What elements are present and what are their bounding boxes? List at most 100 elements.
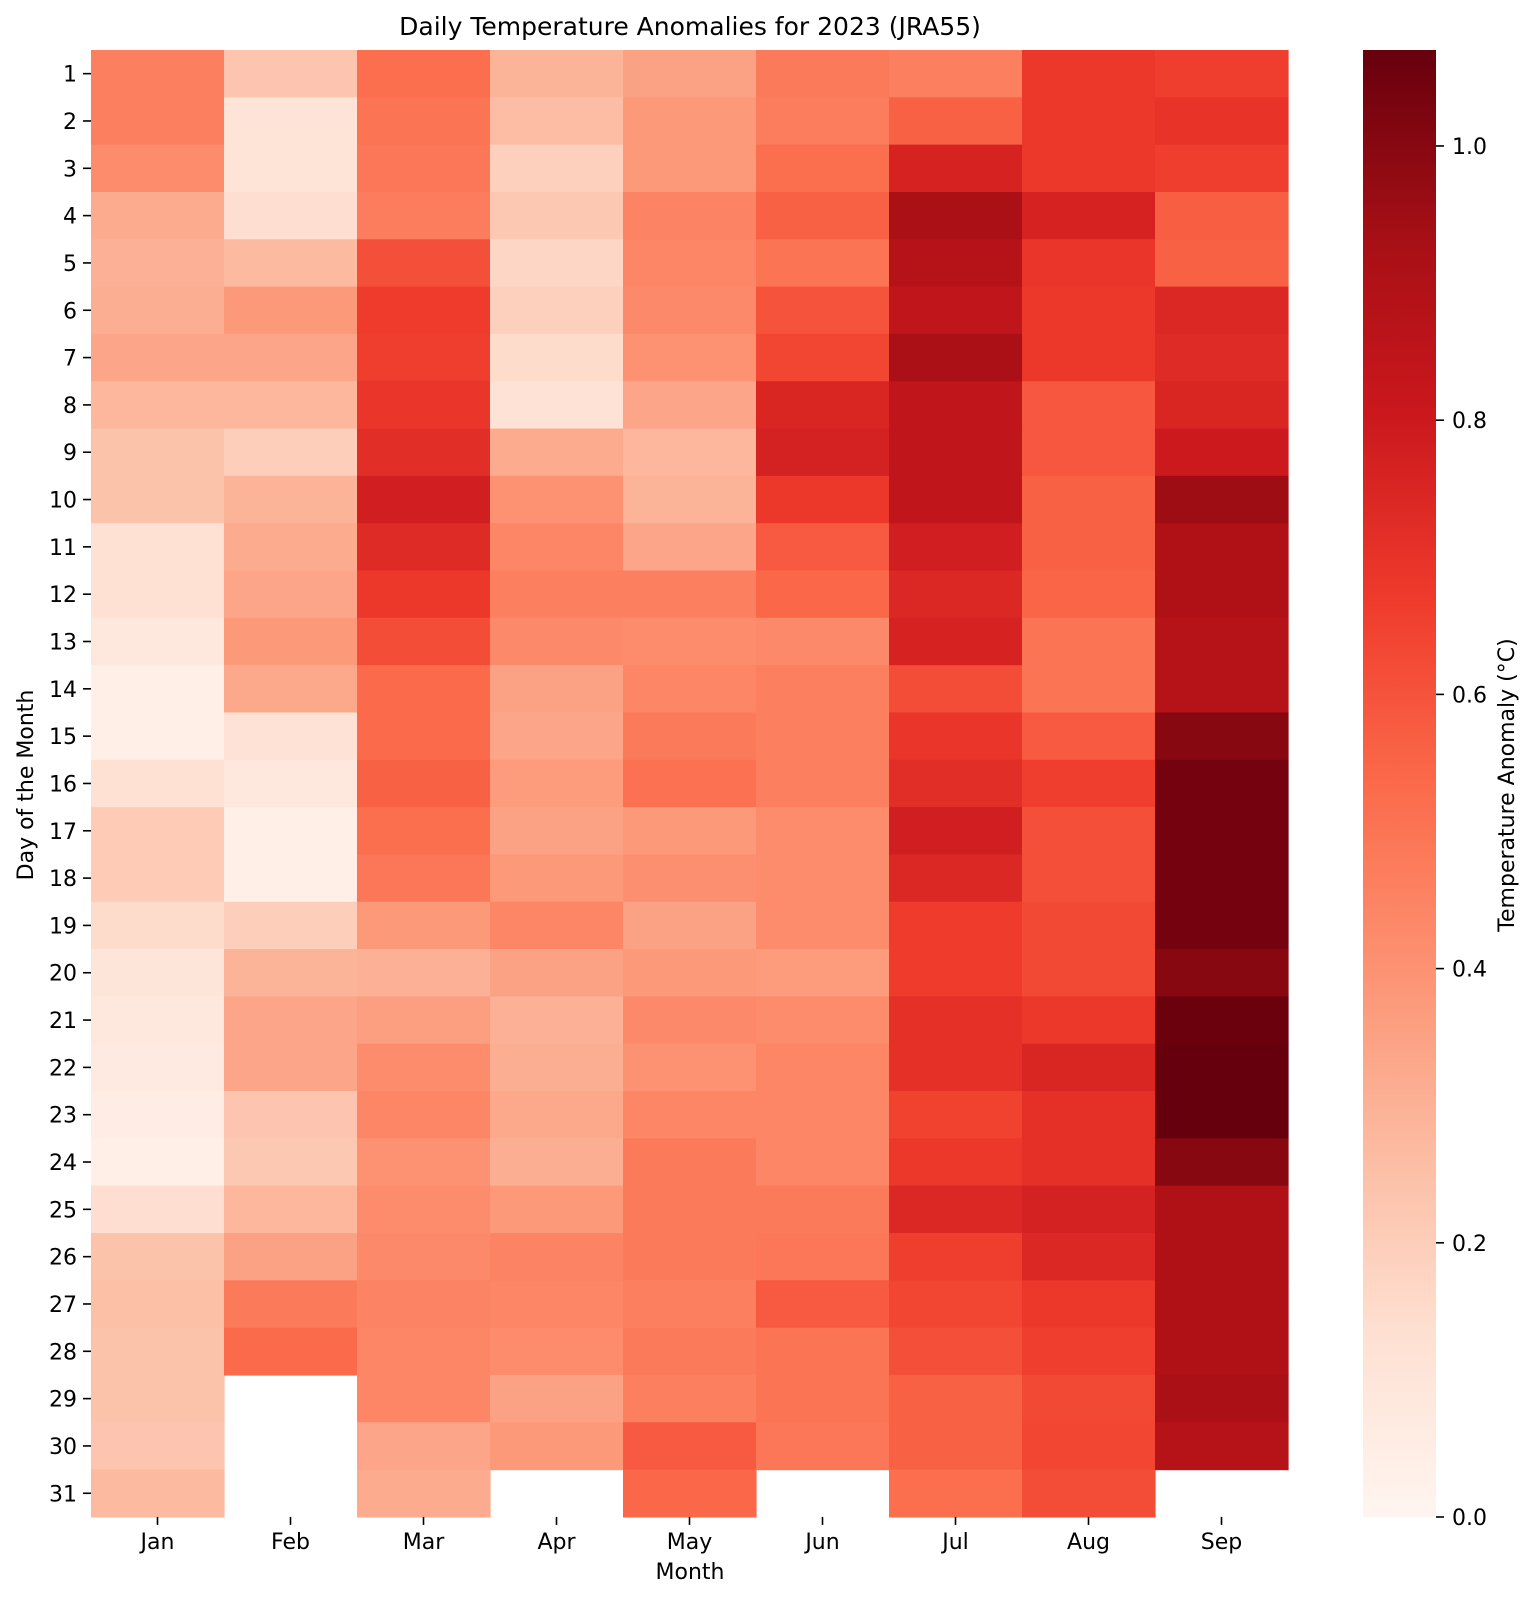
colorbar-tick-label: 0.6	[1452, 683, 1487, 708]
y-tick-label: 1	[63, 63, 77, 88]
heatmap-cell-sep-27	[1155, 1280, 1289, 1329]
heatmap-cell-sep-14	[1155, 665, 1289, 714]
y-tick-label: 7	[63, 347, 77, 372]
heatmap-cell-jan-18	[91, 854, 225, 903]
heatmap-cell-may-5	[623, 239, 757, 288]
heatmap-cell-mar-11	[357, 523, 491, 572]
heatmap-cell-may-4	[623, 191, 757, 240]
heatmap-cell-jun-9	[756, 428, 890, 477]
heatmap-cell-sep-7	[1155, 333, 1289, 382]
heatmap-cell-jan-16	[91, 759, 225, 808]
heatmap-cell-jan-19	[91, 901, 225, 950]
x-tick-label: Jan	[139, 1530, 175, 1555]
y-tick-label: 5	[63, 252, 77, 277]
heatmap-cell-jul-3	[889, 144, 1023, 193]
heatmap-cell-feb-1	[224, 50, 358, 98]
heatmap-cell-mar-12	[357, 570, 491, 619]
x-tick-label: Sep	[1201, 1530, 1242, 1555]
x-axis: Jan Feb Mar Apr May Jun Jul Aug Sep	[139, 1516, 1242, 1555]
heatmap-cell-jun-4	[756, 191, 890, 240]
y-tick-label: 30	[49, 1435, 77, 1460]
heatmap-cell-jan-4	[91, 191, 225, 240]
x-tick-label: Feb	[271, 1530, 310, 1555]
heatmap-cell-jun-1	[756, 50, 890, 98]
heatmap-cell-jul-21	[889, 996, 1023, 1045]
heatmap-cell-jun-5	[756, 239, 890, 288]
heatmap-cell-mar-2	[357, 97, 491, 146]
heatmap-cell-sep-26	[1155, 1233, 1289, 1281]
heatmap-cell-jan-11	[91, 523, 225, 572]
heatmap-cell-sep-11	[1155, 523, 1289, 572]
heatmap-cell-feb-11	[224, 523, 358, 572]
y-tick-label: 2	[63, 110, 77, 135]
heatmap-cell-aug-12	[1022, 570, 1156, 619]
heatmap-cell-jan-20	[91, 949, 225, 997]
heatmap-cell-aug-14	[1022, 665, 1156, 714]
heatmap-cell-mar-3	[357, 144, 491, 193]
y-tick-label: 3	[63, 157, 77, 182]
heatmap-cell-apr-5	[490, 239, 624, 288]
heatmap-cell-jan-6	[91, 286, 225, 335]
heatmap-cell-aug-5	[1022, 239, 1156, 288]
heatmap-cell-mar-14	[357, 665, 491, 714]
colorbar: 0.0 0.2 0.4 0.6 0.8 1.0 Temperature Anomaly (…	[1363, 50, 1520, 1531]
heatmap-cell-jan-30	[91, 1422, 225, 1471]
heatmap-cell-sep-13	[1155, 617, 1289, 666]
heatmap-cell-sep-30	[1155, 1422, 1289, 1471]
heatmap-cell-jul-1	[889, 50, 1023, 98]
heatmap-cell-feb-3	[224, 144, 358, 193]
heatmap-cell-aug-27	[1022, 1280, 1156, 1329]
heatmap-cell-may-6	[623, 286, 757, 335]
heatmap-cell-feb-7	[224, 333, 358, 382]
y-tick-label: 10	[49, 489, 77, 514]
heatmap-cell-may-8	[623, 381, 757, 430]
heatmap-cell-jun-2	[756, 97, 890, 146]
heatmap-cell-may-18	[623, 854, 757, 903]
heatmap-cell-apr-6	[490, 286, 624, 335]
heatmap-cell-may-22	[623, 1043, 757, 1092]
heatmap-cell-may-13	[623, 617, 757, 666]
heatmap-cells	[91, 50, 1289, 1518]
heatmap-cell-feb-8	[224, 381, 358, 430]
heatmap-cell-sep-25	[1155, 1185, 1289, 1234]
heatmap-cell-mar-4	[357, 191, 491, 240]
x-tick-label: Apr	[537, 1530, 576, 1555]
heatmap-cell-may-14	[623, 665, 757, 714]
heatmap-cell-jun-22	[756, 1043, 890, 1092]
heatmap-cell-jan-26	[91, 1233, 225, 1281]
heatmap-cell-mar-6	[357, 286, 491, 335]
heatmap-cell-may-11	[623, 523, 757, 572]
y-tick-label: 8	[63, 394, 77, 419]
heatmap-cell-jul-8	[889, 381, 1023, 430]
heatmap-cell-aug-17	[1022, 807, 1156, 856]
heatmap-cell-apr-25	[490, 1185, 624, 1234]
heatmap-cell-apr-10	[490, 475, 624, 524]
heatmap-cell-sep-20	[1155, 949, 1289, 997]
heatmap-cell-jan-24	[91, 1138, 225, 1187]
heatmap-cell-sep-1	[1155, 50, 1289, 98]
heatmap-cell-may-16	[623, 759, 757, 808]
y-tick-label: 24	[49, 1151, 77, 1176]
heatmap-cell-jun-23	[756, 1091, 890, 1139]
heatmap-cell-may-7	[623, 333, 757, 382]
colorbar-tick-label: 0.4	[1452, 958, 1487, 983]
y-axis-label: Day of the Month	[14, 690, 39, 881]
heatmap-cell-jul-17	[889, 807, 1023, 856]
heatmap-cell-sep-12	[1155, 570, 1289, 619]
y-tick-label: 13	[49, 631, 77, 656]
y-tick-label: 28	[49, 1340, 77, 1365]
heatmap-cell-jan-9	[91, 428, 225, 477]
heatmap-cell-jul-13	[889, 617, 1023, 666]
heatmap-cell-jun-20	[756, 949, 890, 997]
heatmap-cell-jan-12	[91, 570, 225, 619]
heatmap-cell-mar-9	[357, 428, 491, 477]
heatmap-cell-jul-27	[889, 1280, 1023, 1329]
heatmap-cell-sep-22	[1155, 1043, 1289, 1092]
heatmap-cell-apr-26	[490, 1233, 624, 1281]
heatmap-cell-apr-28	[490, 1327, 624, 1376]
heatmap-cell-feb-10	[224, 475, 358, 524]
heatmap-cell-feb-15	[224, 712, 358, 761]
heatmap-cell-jan-25	[91, 1185, 225, 1234]
heatmap-cell-sep-6	[1155, 286, 1289, 335]
